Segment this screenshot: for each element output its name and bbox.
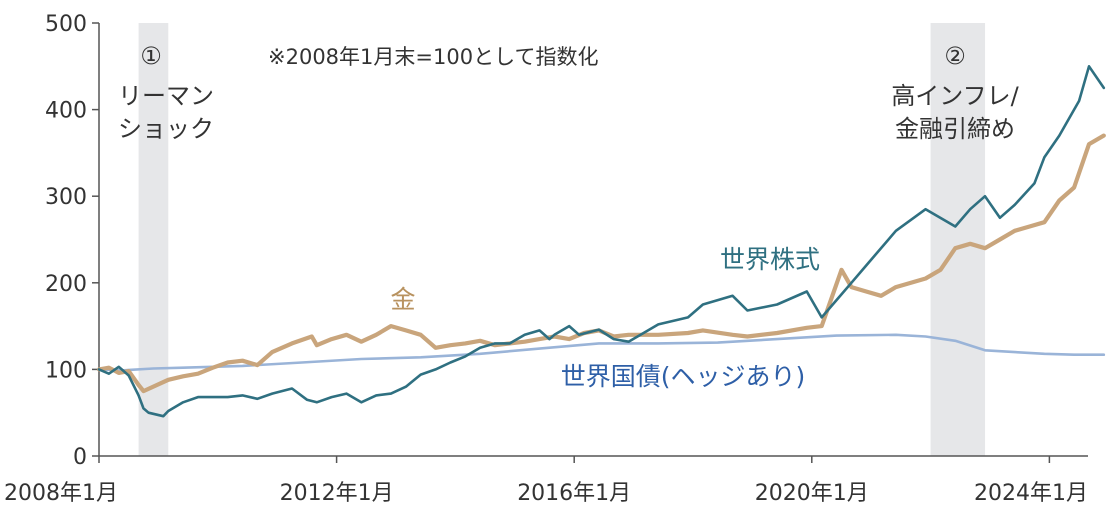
series-label-0: 世界株式 (720, 245, 820, 274)
x-tick-label-0: 2008年1月 (4, 481, 118, 506)
x-tick-label-1: 2012年1月 (280, 481, 394, 506)
y-tick-label-200: 200 (45, 272, 87, 297)
series-label-2: 世界国債(ヘッジあり) (561, 362, 806, 391)
shaded-period-label-1-1: リーマン (118, 82, 214, 110)
shaded-period-label-2-2: 金融引締め (895, 115, 1015, 143)
y-tick-label-100: 100 (45, 358, 87, 383)
y-tick-label-0: 0 (73, 445, 87, 470)
shaded-periods (138, 23, 986, 456)
series-label-1: 金 (390, 285, 415, 314)
series-line-2 (97, 333, 1106, 372)
shaded-period-label-2-1: 高インフレ/ (891, 82, 1019, 110)
index-note: ※2008年1月末=100として指数化 (268, 45, 598, 69)
y-tick-label-500: 500 (45, 12, 87, 37)
series-lines (96, 65, 1106, 418)
y-tick-label-300: 300 (45, 185, 87, 210)
x-tick-label-4: 2024年1月 (974, 481, 1088, 506)
x-tick-label-2: 2016年1月 (517, 481, 631, 506)
y-tick-label-400: 400 (45, 99, 87, 124)
axes: 0 100 200 300 400 500 2008年1月 2012年1月 2016年1月 202… (4, 12, 1088, 506)
shaded-period-label-1-2: ショック (118, 115, 214, 143)
series-line-0 (97, 65, 1106, 418)
shaded-period-number-2: ② (944, 42, 966, 70)
shaded-period-number-1: ① (140, 42, 162, 70)
x-tick-label-3: 2020年1月 (755, 481, 869, 506)
shaded-period-2 (930, 23, 986, 456)
